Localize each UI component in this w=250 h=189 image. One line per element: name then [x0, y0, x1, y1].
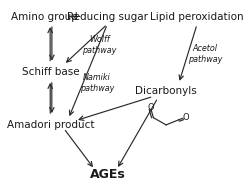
- Text: Amadori product: Amadori product: [7, 119, 94, 129]
- Text: Namiki
pathway: Namiki pathway: [80, 73, 114, 93]
- Text: Schiff base: Schiff base: [22, 67, 80, 77]
- Text: +: +: [71, 10, 81, 23]
- Text: Dicarbonyls: Dicarbonyls: [135, 86, 196, 96]
- Text: O: O: [147, 103, 153, 112]
- Text: Acetol
pathway: Acetol pathway: [187, 44, 222, 64]
- Text: Reducing sugar: Reducing sugar: [66, 12, 147, 22]
- Text: Amino group: Amino group: [11, 12, 77, 22]
- Text: O: O: [182, 113, 189, 122]
- Text: AGEs: AGEs: [89, 168, 125, 181]
- Text: Wolff
pathway: Wolff pathway: [82, 35, 116, 55]
- Text: Lipid peroxidation: Lipid peroxidation: [150, 12, 243, 22]
